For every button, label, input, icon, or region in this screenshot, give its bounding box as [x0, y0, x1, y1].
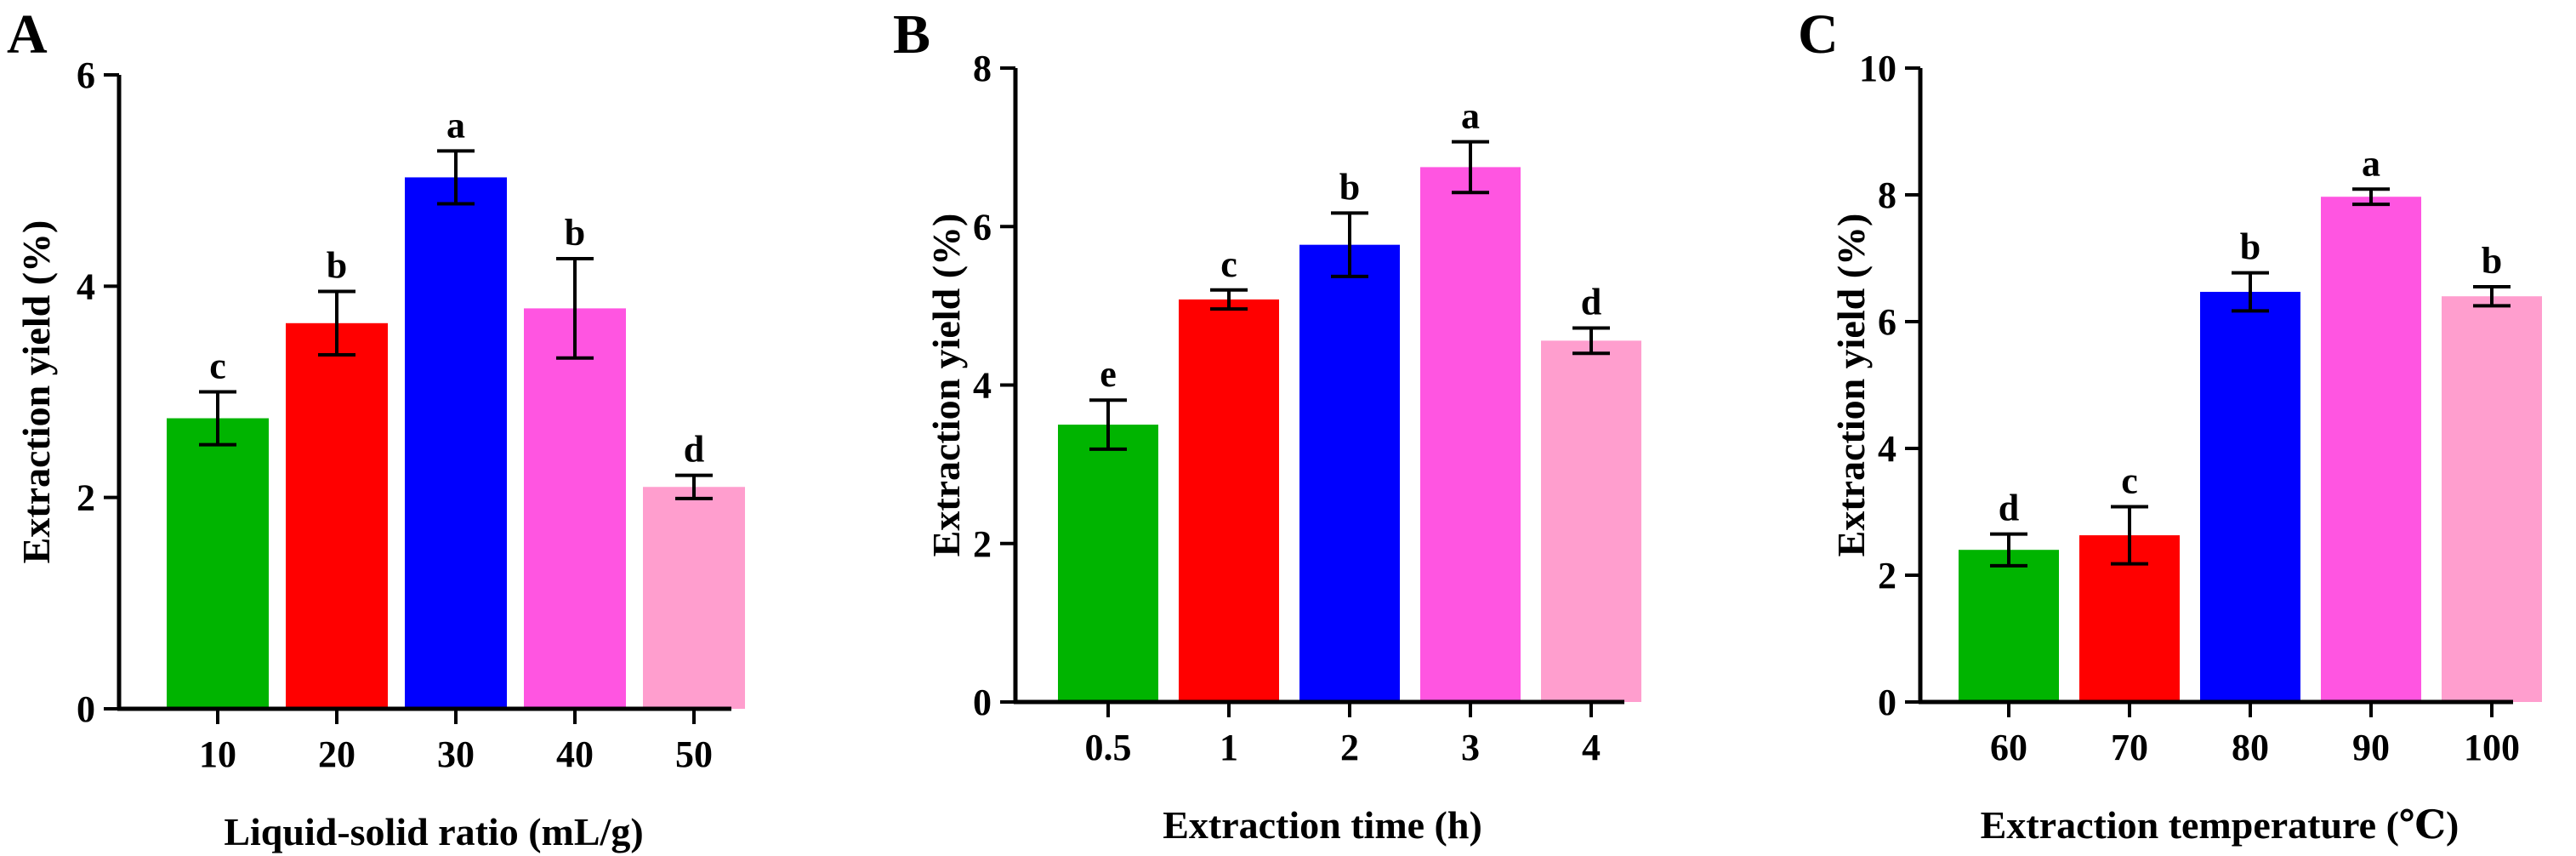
panel-c-significance-5: b: [2482, 240, 2502, 282]
panel-c-xtick-label-4: 90: [2352, 727, 2390, 768]
panel-a-significance-3: a: [446, 104, 465, 146]
panel-a-letter: A: [7, 3, 48, 66]
panel-a-bar-4: [524, 308, 626, 709]
panel-c-x-axis-title: Extraction temperature (℃): [1981, 803, 2459, 847]
panel-b-ytick-label-2: 2: [973, 523, 992, 565]
panel-b-bar-1: [1058, 425, 1158, 702]
panel-c-y-axis-title: Extraction yield (%): [1829, 214, 1873, 557]
panel-c-bar-1: [1959, 550, 2059, 702]
panel-c-significance-2: c: [2121, 460, 2138, 502]
panel-c-letter: C: [1798, 3, 1839, 66]
panel-a-significance-4: b: [565, 212, 585, 254]
panel-a-ytick-label-6: 6: [77, 54, 95, 96]
panel-b-x-axis-title: Extraction time (h): [1163, 803, 1482, 847]
panel-a-y-axis-title: Extraction yield (%): [14, 220, 58, 564]
panel-c-significance-4: a: [2362, 142, 2380, 184]
panel-a-xtick-label-2: 20: [318, 733, 355, 775]
panel-a-bar-2: [286, 322, 388, 709]
panel-b-bar-5: [1541, 340, 1641, 702]
panel-a-significance-2: b: [327, 245, 347, 287]
panel-a-xtick-label-3: 30: [437, 733, 475, 775]
panel-b-significance-1: e: [1100, 353, 1117, 395]
panel-b-xtick-label-3: 2: [1340, 727, 1359, 768]
panel-b-y-axis-title: Extraction yield (%): [924, 214, 968, 557]
panel-a-bar-1: [167, 418, 269, 709]
panel-c-xtick-label-5: 100: [2464, 727, 2520, 768]
panel-c-ytick-label-0: 0: [1878, 682, 1896, 723]
panel-c-xtick-label-2: 70: [2111, 727, 2148, 768]
panel-b-bar-2: [1179, 299, 1279, 702]
panel-a-xtick-label-1: 10: [199, 733, 236, 775]
panel-a-bar-3: [405, 177, 507, 710]
panel-b-xtick-label-5: 4: [1582, 727, 1601, 768]
panel-a-significance-5: d: [684, 429, 704, 471]
panel-b-ytick-label-6: 6: [973, 206, 992, 248]
panel-c-bar-5: [2442, 296, 2542, 702]
panel-a-ytick-label-0: 0: [77, 688, 95, 730]
panel-b-ytick-label-8: 8: [973, 48, 992, 89]
panel-b-letter: B: [893, 3, 930, 66]
panel-c-ytick-label-4: 4: [1878, 428, 1896, 470]
panel-b-significance-5: d: [1581, 281, 1601, 322]
panel-c-ytick-label-8: 8: [1878, 174, 1896, 216]
panel-c-bar-4: [2321, 197, 2421, 703]
panel-b-xtick-label-4: 3: [1461, 727, 1480, 768]
panel-b-xtick-label-1: 0.5: [1085, 727, 1132, 768]
panel-a-ytick-label-4: 4: [77, 265, 95, 307]
panel-c-xtick-label-3: 80: [2232, 727, 2269, 768]
panel-c-ytick-label-2: 2: [1878, 555, 1896, 596]
panel-c-ytick-label-10: 10: [1859, 48, 1896, 89]
panel-b-ytick-label-0: 0: [973, 682, 992, 723]
panel-c-significance-1: d: [1999, 488, 2019, 529]
panel-a-xtick-label-4: 40: [556, 733, 594, 775]
panel-b-ytick-label-4: 4: [973, 365, 992, 407]
panel-b-bar-4: [1420, 167, 1521, 702]
panel-c-bar-3: [2200, 291, 2300, 702]
panel-b-xtick-label-2: 1: [1220, 727, 1238, 768]
panel-a-significance-1: c: [209, 345, 226, 387]
panel-b-significance-3: b: [1339, 166, 1360, 208]
panel-a-bar-5: [643, 487, 745, 709]
panel-c-ytick-label-6: 6: [1878, 301, 1896, 343]
panel-b-bar-3: [1299, 244, 1400, 702]
panel-b-significance-2: c: [1220, 243, 1237, 285]
panel-b-significance-4: a: [1461, 95, 1480, 137]
panel-a-x-axis-title: Liquid-solid ratio (mL/g): [224, 810, 643, 853]
panel-c-significance-3: b: [2240, 226, 2260, 268]
panel-a-xtick-label-5: 50: [675, 733, 713, 775]
panel-a-ytick-label-2: 2: [77, 477, 95, 519]
panel-c-xtick-label-1: 60: [1990, 727, 2027, 768]
